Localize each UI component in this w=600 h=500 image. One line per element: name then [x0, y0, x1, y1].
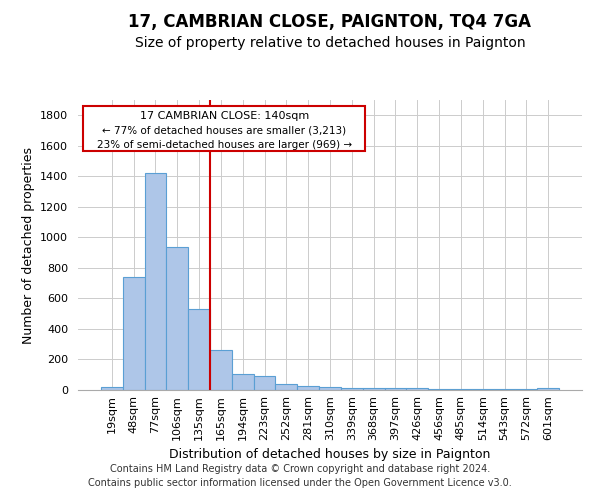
Bar — [210, 350, 232, 390]
Bar — [188, 309, 210, 390]
Text: ← 77% of detached houses are smaller (3,213): ← 77% of detached houses are smaller (3,… — [102, 126, 346, 136]
Bar — [123, 277, 145, 390]
Bar — [254, 376, 275, 390]
Bar — [145, 174, 166, 390]
Bar — [101, 387, 123, 390]
Bar — [406, 388, 428, 390]
Bar — [363, 388, 385, 390]
Bar — [83, 106, 365, 151]
Bar — [341, 388, 363, 390]
Bar — [275, 384, 297, 390]
Text: 17 CAMBRIAN CLOSE: 140sqm: 17 CAMBRIAN CLOSE: 140sqm — [140, 110, 309, 120]
Text: Size of property relative to detached houses in Paignton: Size of property relative to detached ho… — [134, 36, 526, 50]
Text: 17, CAMBRIAN CLOSE, PAIGNTON, TQ4 7GA: 17, CAMBRIAN CLOSE, PAIGNTON, TQ4 7GA — [128, 14, 532, 32]
Bar — [232, 374, 254, 390]
Bar — [515, 389, 537, 390]
Bar — [297, 386, 319, 390]
Bar — [319, 386, 341, 390]
Text: Contains HM Land Registry data © Crown copyright and database right 2024.
Contai: Contains HM Land Registry data © Crown c… — [88, 464, 512, 487]
Bar — [166, 246, 188, 390]
Bar — [494, 389, 515, 390]
Bar — [428, 389, 450, 390]
Y-axis label: Number of detached properties: Number of detached properties — [22, 146, 35, 344]
Bar — [385, 388, 406, 390]
Bar — [472, 389, 494, 390]
Bar — [450, 389, 472, 390]
Bar — [537, 388, 559, 390]
X-axis label: Distribution of detached houses by size in Paignton: Distribution of detached houses by size … — [169, 448, 491, 461]
Text: 23% of semi-detached houses are larger (969) →: 23% of semi-detached houses are larger (… — [97, 140, 352, 150]
